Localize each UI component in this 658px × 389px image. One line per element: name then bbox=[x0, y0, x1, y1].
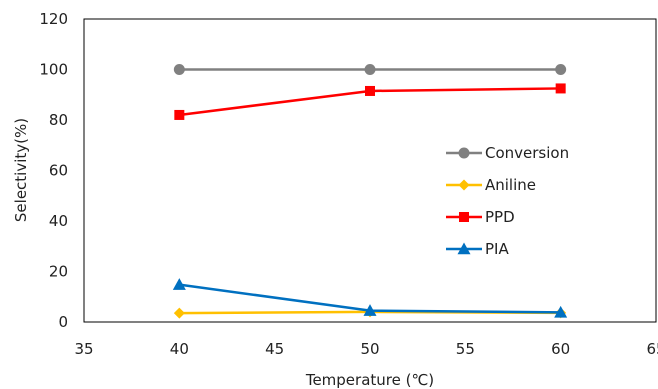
data-point-aniline bbox=[173, 307, 185, 319]
data-point-ppd bbox=[365, 85, 375, 96]
data-point-pia bbox=[172, 278, 186, 290]
data-point-pia bbox=[554, 305, 568, 318]
y-axis-title: Selectivity(%) bbox=[12, 118, 30, 222]
legend-label-pia: PIA bbox=[485, 240, 509, 258]
y-axis-ticks: 0 20 40 60 80 100 120 bbox=[39, 10, 68, 331]
y-tick-label: 0 bbox=[58, 313, 68, 331]
x-tick-label: 35 bbox=[74, 340, 93, 358]
legend-marker-aniline bbox=[458, 179, 470, 191]
data-point-conversion bbox=[364, 64, 376, 75]
x-tick-label: 40 bbox=[170, 340, 189, 358]
y-tick-label: 40 bbox=[49, 212, 68, 230]
x-axis-title: Temperature (℃) bbox=[305, 371, 434, 389]
x-axis-ticks: 35 40 45 50 55 60 65 bbox=[74, 340, 658, 358]
y-tick-label: 20 bbox=[49, 263, 68, 281]
y-tick-label: 100 bbox=[39, 61, 68, 79]
x-tick-label: 55 bbox=[456, 340, 475, 358]
data-point-conversion bbox=[555, 64, 567, 75]
data-point-ppd bbox=[174, 109, 185, 120]
data-point-ppd bbox=[555, 83, 566, 94]
x-tick-label: 65 bbox=[646, 340, 658, 358]
y-tick-label: 80 bbox=[49, 111, 68, 129]
legend-marker-pia bbox=[457, 242, 471, 255]
y-tick-label: 120 bbox=[39, 10, 68, 28]
y-tick-label: 60 bbox=[49, 162, 68, 180]
data-point-conversion bbox=[173, 64, 185, 75]
legend-marker-ppd bbox=[459, 212, 469, 222]
legend: Conversion Aniline PPD PIA bbox=[446, 144, 569, 258]
legend-marker-conversion bbox=[458, 147, 470, 159]
series-layer bbox=[172, 64, 568, 319]
legend-label-conversion: Conversion bbox=[485, 144, 569, 162]
legend-label-ppd: PPD bbox=[485, 208, 515, 226]
x-tick-label: 45 bbox=[265, 340, 284, 358]
x-tick-label: 60 bbox=[551, 340, 570, 358]
x-tick-label: 50 bbox=[360, 340, 379, 358]
legend-label-aniline: Aniline bbox=[485, 176, 536, 194]
data-point-pia bbox=[363, 304, 377, 316]
